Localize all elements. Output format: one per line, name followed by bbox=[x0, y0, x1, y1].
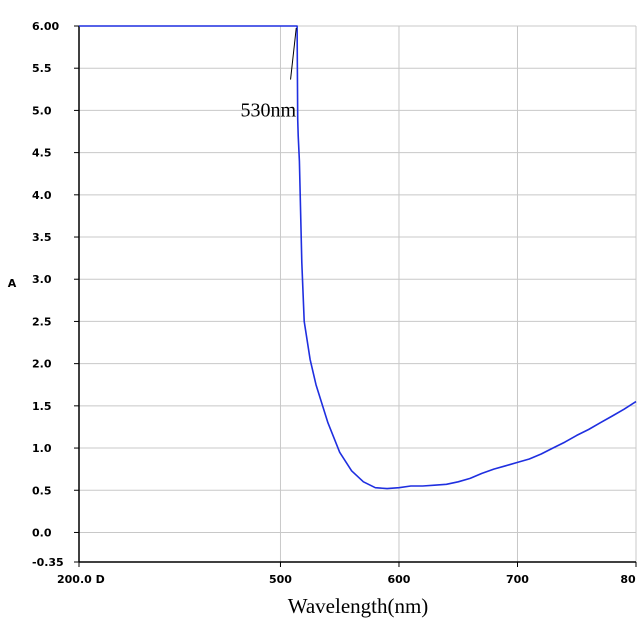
x-tick-labels: 200.0 D 500 600 700 80 bbox=[57, 562, 637, 586]
y-tick-label: 1.5 bbox=[32, 400, 52, 413]
series-layer bbox=[79, 25, 637, 490]
y-tick-label: 6.00 bbox=[32, 20, 59, 33]
x-tick-label: 200.0 D bbox=[57, 573, 105, 586]
absorbance-series-line bbox=[79, 25, 637, 490]
x-tick-label: 80 bbox=[620, 573, 636, 586]
x-tick-label: 500 bbox=[269, 573, 292, 586]
y-tick-label: 4.5 bbox=[32, 147, 52, 160]
x-axis-title: Wavelength(nm) bbox=[288, 594, 429, 618]
y-tick-label: 0.5 bbox=[32, 484, 52, 497]
axes bbox=[78, 26, 636, 563]
x-tick-label: 700 bbox=[506, 573, 529, 586]
annotation-layer: 530nm bbox=[241, 27, 297, 122]
y-tick-labels: 6.00 5.5 5.0 4.5 4.0 3.5 3.0 2.5 2.0 1.5 1.0 0.5 0.0… bbox=[32, 20, 79, 569]
y-tick-label: 1.0 bbox=[32, 442, 52, 455]
y-tick-label: 3.5 bbox=[32, 231, 52, 244]
annotation-label: 530nm bbox=[241, 100, 297, 122]
grid-lines bbox=[79, 25, 637, 563]
y-tick-label: 5.0 bbox=[32, 104, 52, 117]
y-tick-label: -0.35 bbox=[32, 556, 64, 569]
x-tick-label: 600 bbox=[387, 573, 410, 586]
y-tick-label: 2.0 bbox=[32, 358, 52, 371]
y-tick-label: 0.0 bbox=[32, 526, 52, 539]
y-tick-label: 5.5 bbox=[32, 62, 52, 75]
y-tick-label: 4.0 bbox=[32, 189, 52, 202]
y-tick-label: 2.5 bbox=[32, 315, 52, 328]
annotation-pointer-line bbox=[290, 27, 297, 80]
y-axis-title: A bbox=[8, 277, 17, 290]
y-tick-label: 3.0 bbox=[32, 273, 52, 286]
